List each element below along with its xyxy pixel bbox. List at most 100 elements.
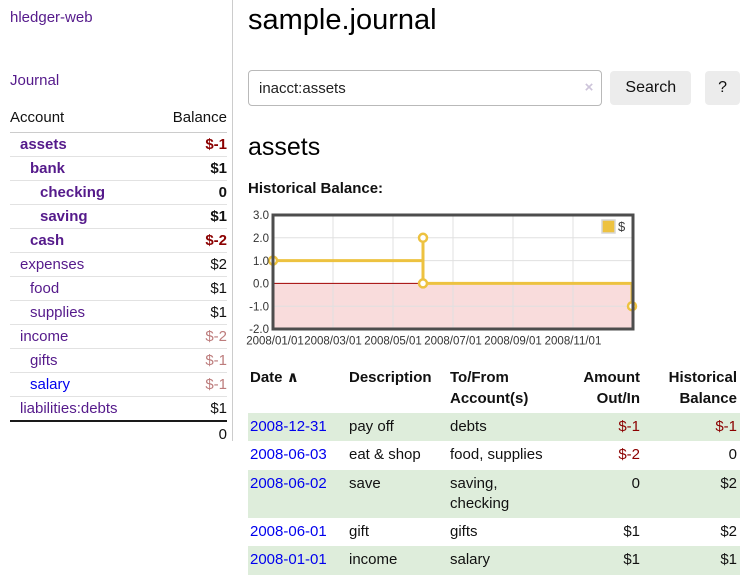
historical-balance-chart: $ 3.0 2.0 1.0 0.0 -1.0 -2.0 2008/01/01 2…: [246, 210, 638, 348]
transaction-date-link[interactable]: 2008-01-01: [250, 551, 327, 569]
account-link-gifts[interactable]: gifts: [30, 352, 58, 369]
transaction-accounts: food, supplies: [450, 446, 543, 464]
svg-text:2008/01/01: 2008/01/01: [246, 336, 304, 348]
svg-text:2008/03/01: 2008/03/01: [304, 336, 362, 348]
chart-title: Historical Balance:: [248, 180, 384, 197]
transaction-date-link[interactable]: 2008-06-01: [250, 523, 327, 540]
account-balance: $1: [154, 300, 227, 325]
sidebar: hledger-web Journal Account Balance asse…: [0, 0, 233, 446]
account-balance: $-2: [154, 324, 227, 349]
account-balance: $1: [154, 156, 227, 181]
account-balance: $-2: [154, 228, 227, 253]
account-link-saving[interactable]: saving: [40, 208, 88, 225]
legend-label: $: [618, 219, 626, 234]
transaction-date-link[interactable]: 2008-12-31: [250, 418, 327, 435]
transaction-accounts: saving, checking: [450, 474, 510, 512]
transaction-description: eat & shop: [349, 446, 421, 464]
svg-text:2008/11/01: 2008/11/01: [545, 336, 602, 348]
chart-y-axis-labels: 3.0 2.0 1.0 0.0 -1.0 -2.0: [249, 210, 269, 336]
accounts-table-header: Account Balance: [10, 109, 227, 133]
account-row-supplies: supplies $1: [10, 300, 227, 325]
account-row-assets: assets $-1: [10, 132, 227, 157]
transaction-row: 2008-01-01 income salary $1 $1: [248, 546, 740, 575]
account-balance: $-1: [154, 132, 227, 157]
search-input[interactable]: [248, 70, 603, 106]
transaction-row: 2008-06-03 eat & shop food, supplies $-2…: [248, 441, 740, 469]
transaction-amount: $1: [623, 523, 640, 540]
account-link-expenses[interactable]: expenses: [20, 256, 85, 273]
account-balance: $1: [210, 400, 227, 417]
account-link-checking[interactable]: checking: [40, 184, 106, 201]
svg-text:2008/07/01: 2008/07/01: [424, 336, 482, 348]
search-button[interactable]: Search: [610, 71, 692, 105]
transaction-balance: $1: [720, 551, 737, 569]
account-balance: $1: [154, 204, 227, 229]
account-link-food[interactable]: food: [30, 280, 60, 297]
svg-text:1.0: 1.0: [253, 256, 269, 268]
transaction-amount: $1: [623, 551, 640, 569]
main-content: sample.journal × Search ? assets Histori…: [240, 0, 740, 575]
account-row-income: income $-2: [10, 324, 227, 349]
legend-swatch: [601, 219, 616, 234]
transaction-accounts: debts: [450, 418, 487, 435]
description-column-header: Description: [349, 369, 432, 386]
account-link-income[interactable]: income: [20, 328, 69, 345]
amount-column-header: Amount Out/In: [583, 369, 640, 407]
account-balance: $-1: [154, 348, 227, 373]
sort-ascending-icon: ∧: [286, 369, 299, 386]
register-header-row: Date ∧ Description To/From Account(s) Am…: [248, 365, 740, 413]
brand-link[interactable]: hledger-web: [10, 9, 93, 26]
transaction-description: save: [349, 474, 381, 492]
help-button[interactable]: ?: [705, 71, 740, 105]
account-balance: $1: [154, 276, 227, 301]
transaction-description: pay off: [349, 418, 394, 435]
account-link-cash[interactable]: cash: [30, 232, 65, 249]
account-row-checking: checking 0: [10, 180, 227, 205]
account-row-expenses: expenses $2: [10, 252, 227, 277]
account-heading: assets: [248, 133, 321, 161]
account-row-bank: bank $1: [10, 156, 227, 181]
account-row-gifts: gifts $-1: [10, 348, 227, 373]
account-row-salary: salary $-1: [10, 372, 227, 397]
page-title: sample.journal: [248, 4, 437, 36]
transaction-row: 2008-12-31 pay off debts $-1 $-1: [248, 413, 740, 442]
transaction-row: 2008-06-01 gift gifts $1 $2: [248, 518, 740, 546]
chart-x-axis-labels: 2008/01/01 2008/03/01 2008/05/01 2008/07…: [246, 336, 601, 348]
account-balance: $2: [154, 252, 227, 277]
account-column-header: Account: [10, 109, 155, 133]
transaction-balance: 0: [728, 446, 737, 464]
search-form: × Search ?: [248, 70, 740, 106]
account-row-saving: saving $1: [10, 204, 227, 229]
search-input-wrap: ×: [248, 70, 603, 106]
sidebar-item-journal[interactable]: Journal: [10, 72, 60, 89]
accounts-total-value: 0: [154, 420, 227, 446]
transaction-row: 2008-06-02 save saving, checking 0 $2: [248, 469, 740, 518]
clear-search-icon[interactable]: ×: [584, 79, 594, 96]
register-table: Date ∧ Description To/From Account(s) Am…: [248, 365, 740, 575]
account-balance: $-1: [154, 372, 227, 397]
chart-legend: $: [601, 219, 626, 234]
chart-data-markers: [267, 232, 638, 312]
account-link-bank[interactable]: bank: [30, 160, 66, 177]
transaction-date-link[interactable]: 2008-06-03: [250, 446, 327, 464]
accounts-table: Account Balance assets $-1 bank $1 check…: [10, 109, 227, 446]
transaction-balance: $-1: [715, 418, 737, 435]
svg-text:3.0: 3.0: [253, 210, 269, 222]
accounts-column-header: To/From Account(s): [450, 369, 529, 407]
transaction-description: gift: [349, 523, 370, 540]
transaction-date-link[interactable]: 2008-06-02: [250, 474, 327, 492]
account-row-cash: cash $-2: [10, 228, 227, 253]
transaction-amount: $-2: [618, 446, 640, 464]
balance-column-header: Balance: [154, 109, 227, 133]
account-link-liabilities-debts[interactable]: liabilities:debts: [20, 400, 118, 417]
transaction-amount: $-1: [618, 418, 640, 435]
account-link-supplies[interactable]: supplies: [30, 304, 86, 321]
account-link-assets[interactable]: assets: [20, 136, 67, 153]
transaction-balance: $2: [720, 523, 737, 540]
transaction-balance: $2: [720, 474, 737, 492]
date-column-header[interactable]: Date ∧: [250, 369, 299, 386]
svg-text:2008/09/01: 2008/09/01: [484, 336, 542, 348]
account-link-salary[interactable]: salary: [30, 376, 71, 393]
account-balance: 0: [154, 180, 227, 205]
transaction-description: income: [349, 551, 398, 569]
